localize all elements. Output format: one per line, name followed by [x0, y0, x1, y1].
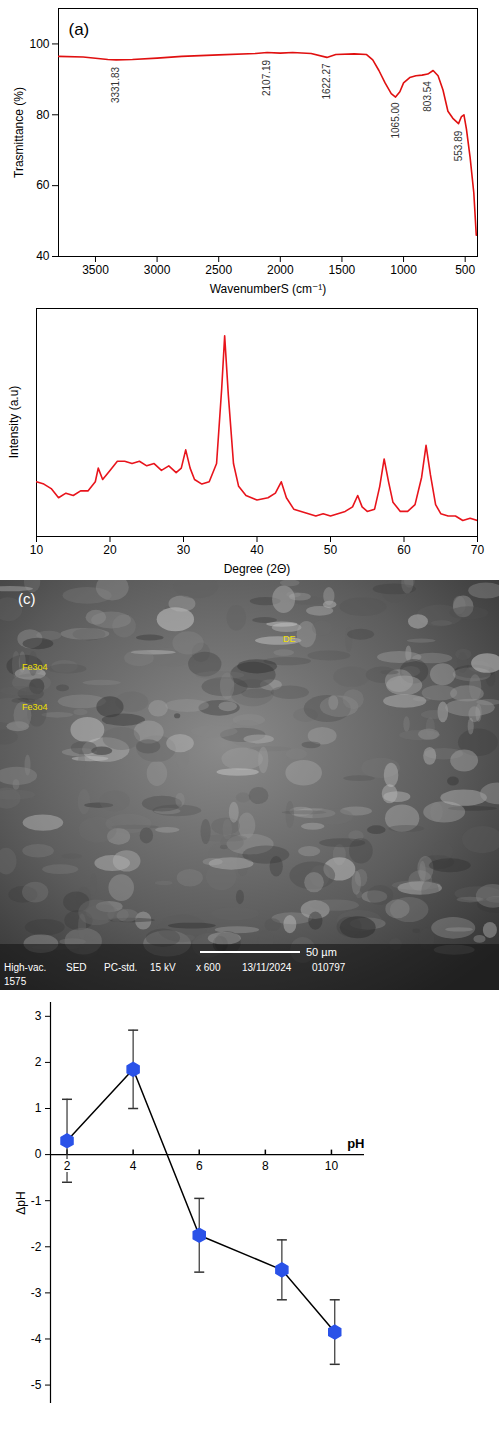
svg-text:40: 40: [250, 543, 264, 557]
svg-text:x 600: x 600: [196, 962, 221, 973]
svg-text:2000: 2000: [267, 263, 294, 277]
svg-text:1575: 1575: [4, 976, 27, 987]
svg-text:Trasmittance (%): Trasmittance (%): [12, 87, 26, 178]
svg-text:ΔpH: ΔpH: [14, 1191, 28, 1214]
svg-text:Intensity (a.u): Intensity (a.u): [7, 386, 21, 459]
svg-text:-5: -5: [31, 1378, 42, 1392]
svg-text:pH: pH: [347, 1136, 364, 1151]
svg-text:20: 20: [103, 543, 117, 557]
svg-text:50 µm: 50 µm: [306, 946, 337, 958]
svg-text:010797: 010797: [312, 962, 346, 973]
svg-text:DE: DE: [283, 634, 296, 644]
svg-text:10: 10: [30, 543, 44, 557]
svg-text:Fe3o4: Fe3o4: [22, 702, 48, 712]
svg-text:High-vac.: High-vac.: [4, 962, 46, 973]
svg-text:(a): (a): [69, 20, 90, 39]
svg-text:50: 50: [324, 543, 338, 557]
svg-text:70: 70: [471, 543, 485, 557]
svg-text:1622.27: 1622.27: [321, 63, 332, 100]
svg-text:13/11/2024: 13/11/2024: [242, 962, 292, 973]
svg-text:60: 60: [397, 543, 411, 557]
svg-text:-4: -4: [31, 1332, 42, 1346]
svg-text:Degree (2Θ): Degree (2Θ): [224, 562, 291, 576]
svg-text:2: 2: [35, 1055, 42, 1069]
svg-text:0: 0: [35, 1147, 42, 1161]
svg-text:30: 30: [177, 543, 191, 557]
svg-text:40: 40: [36, 249, 50, 263]
svg-text:2500: 2500: [205, 263, 232, 277]
svg-text:80: 80: [36, 108, 50, 122]
svg-text:10: 10: [325, 1159, 339, 1173]
svg-text:2: 2: [64, 1159, 71, 1173]
svg-text:3331.83: 3331.83: [110, 67, 121, 104]
svg-text:Fe3o4: Fe3o4: [22, 662, 48, 672]
svg-text:1065.00: 1065.00: [390, 102, 401, 139]
svg-text:1000: 1000: [390, 263, 417, 277]
svg-text:1: 1: [35, 1101, 42, 1115]
svg-text:3000: 3000: [144, 263, 171, 277]
svg-text:-3: -3: [31, 1286, 42, 1300]
svg-text:6: 6: [196, 1159, 203, 1173]
svg-text:8: 8: [262, 1159, 269, 1173]
svg-text:-1: -1: [31, 1194, 42, 1208]
svg-text:SED: SED: [66, 962, 87, 973]
svg-text:2107.19: 2107.19: [261, 59, 272, 96]
svg-text:500: 500: [455, 263, 475, 277]
svg-text:4: 4: [130, 1159, 137, 1173]
svg-text:60: 60: [36, 178, 50, 192]
svg-text:15 kV: 15 kV: [150, 962, 176, 973]
svg-text:803.54: 803.54: [422, 81, 433, 112]
svg-text:PC-std.: PC-std.: [104, 962, 137, 973]
svg-text:1500: 1500: [329, 263, 356, 277]
svg-text:3500: 3500: [82, 263, 109, 277]
svg-text:(c): (c): [18, 590, 36, 607]
svg-text:3: 3: [35, 1009, 42, 1023]
svg-text:100: 100: [29, 37, 49, 51]
svg-text:553.89: 553.89: [453, 130, 464, 161]
svg-text:-2: -2: [31, 1240, 42, 1254]
svg-text:WavenumberS (cm⁻¹): WavenumberS (cm⁻¹): [210, 282, 327, 296]
